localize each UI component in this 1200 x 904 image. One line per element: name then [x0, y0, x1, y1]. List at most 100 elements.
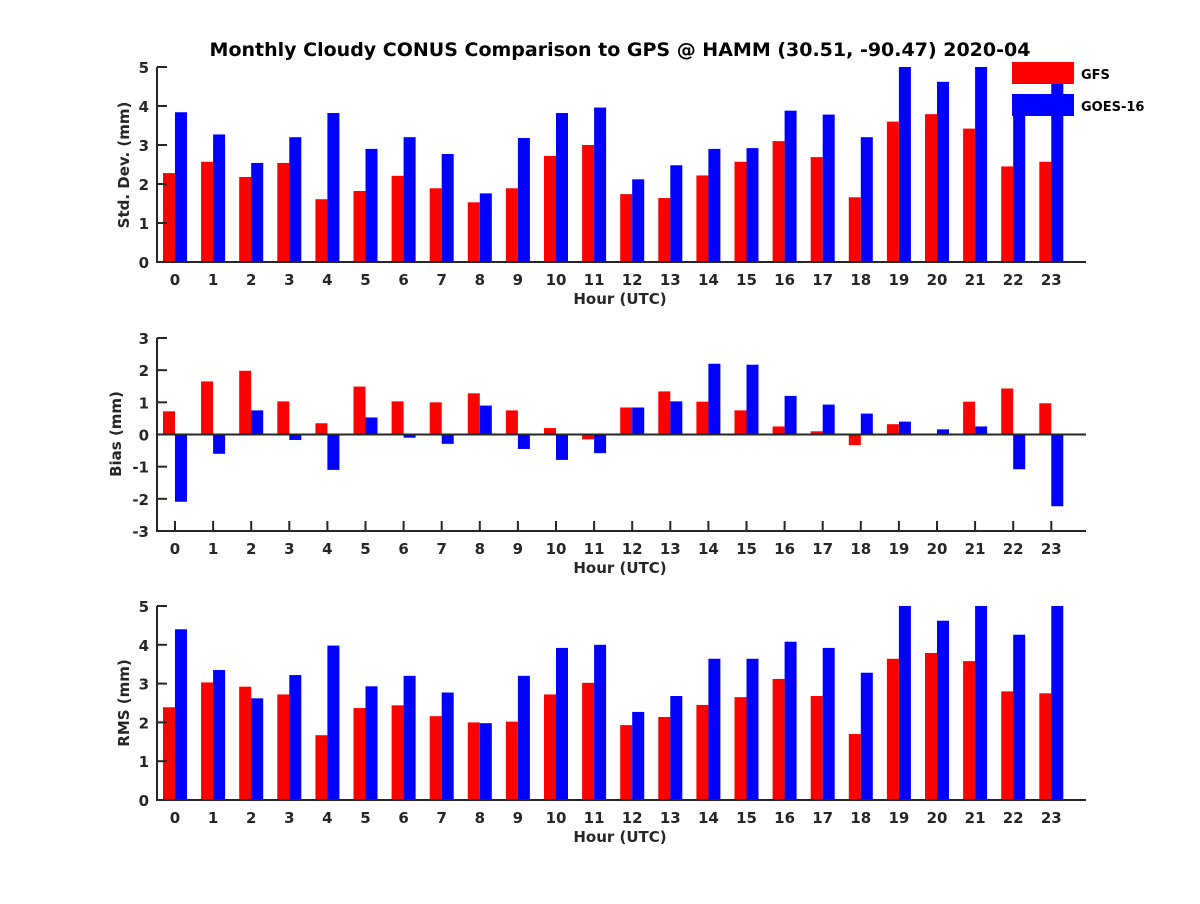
rms-bar-gfs-19	[886, 658, 899, 800]
std-dev-bar-gfs-8	[467, 202, 480, 262]
std-dev-x-tick-label: 19	[888, 271, 909, 289]
rms-bar-goes16-19	[898, 606, 911, 800]
rms-x-label: Hour (UTC)	[573, 828, 666, 846]
bias-bar-gfs-14	[696, 401, 709, 435]
bias-bar-goes16-18	[860, 413, 873, 435]
rms-bar-gfs-18	[848, 734, 861, 800]
rms-bar-goes16-21	[975, 606, 988, 800]
std-dev-bar-goes16-7	[441, 153, 454, 262]
rms-bar-goes16-0	[175, 629, 187, 800]
std-dev-x-tick-label: 16	[774, 271, 795, 289]
std-dev-bar-gfs-7	[429, 188, 442, 262]
rms-bar-goes16-5	[365, 686, 378, 800]
bias-y-tick-label: -3	[132, 523, 149, 541]
std-dev-bar-gfs-16	[772, 141, 785, 262]
bias-bar-goes16-8	[479, 405, 492, 435]
std-dev-bar-gfs-2	[239, 176, 252, 262]
rms-y-tick-label: 5	[139, 598, 149, 616]
bias-bar-gfs-17	[810, 431, 823, 435]
rms-bar-gfs-6	[391, 705, 404, 800]
std-dev-bar-gfs-19	[886, 121, 899, 262]
bias-bar-goes16-1	[213, 434, 226, 454]
std-dev-x-tick-label: 3	[284, 271, 294, 289]
bias-x-tick-label: 7	[436, 540, 446, 558]
std-dev-x-tick-label: 17	[812, 271, 833, 289]
std-dev-bar-gfs-20	[925, 114, 937, 262]
bias-bar-gfs-16	[772, 426, 785, 435]
bias-y-tick-label: 2	[139, 362, 149, 380]
bias-x-tick-label: 17	[812, 540, 833, 558]
std-dev-bar-gfs-13	[658, 198, 671, 262]
bias-bar-gfs-23	[1039, 403, 1052, 435]
bias-bar-gfs-11	[582, 434, 595, 440]
bias-x-tick-label: 14	[698, 540, 719, 558]
bias-x-tick-label: 10	[546, 540, 567, 558]
std-dev-bar-goes16-17	[822, 114, 835, 262]
std-dev-bar-gfs-0	[163, 173, 175, 262]
bias-x-tick-label: 19	[888, 540, 909, 558]
std-dev-y-tick-label: 0	[139, 254, 149, 272]
rms-x-tick-label: 3	[284, 809, 294, 827]
std-dev-bar-gfs-14	[696, 175, 709, 262]
std-dev-bar-gfs-1	[201, 161, 214, 262]
rms-bar-gfs-21	[963, 661, 976, 800]
std-dev-y-tick-label: 2	[139, 176, 149, 194]
std-dev-x-tick-label: 11	[584, 271, 605, 289]
bias-x-tick-label: 21	[965, 540, 986, 558]
std-dev-bar-gfs-4	[315, 199, 328, 262]
rms-bar-goes16-7	[441, 692, 454, 800]
rms-bar-goes16-22	[1013, 634, 1026, 800]
bias-y-tick-label: -2	[132, 491, 149, 509]
rms-bar-goes16-1	[213, 670, 226, 800]
bias-bar-goes16-9	[517, 434, 530, 449]
std-dev-y-label: Std. Dev. (mm)	[115, 102, 133, 229]
std-dev-bar-gfs-15	[734, 161, 747, 262]
bias-x-tick-label: 8	[475, 540, 485, 558]
bias-bar-goes16-2	[251, 410, 264, 435]
std-dev-bar-gfs-21	[963, 128, 976, 262]
rms-x-tick-label: 10	[546, 809, 567, 827]
bias-x-tick-label: 11	[584, 540, 605, 558]
bias-x-tick-label: 12	[622, 540, 643, 558]
std-dev-x-tick-label: 18	[850, 271, 871, 289]
rms-bar-goes16-15	[746, 658, 759, 800]
bias-bar-goes16-14	[708, 363, 721, 435]
std-dev-bar-gfs-22	[1001, 166, 1014, 262]
std-dev-bar-gfs-12	[620, 194, 633, 262]
rms-y-tick-label: 3	[139, 676, 149, 694]
bias-bar-goes16-23	[1051, 434, 1064, 507]
bias-bar-goes16-20	[937, 429, 949, 435]
std-dev-bar-goes16-18	[860, 137, 873, 262]
legend-label-goes16: GOES-16	[1081, 100, 1144, 115]
rms-x-tick-label: 11	[584, 809, 605, 827]
rms-x-tick-label: 19	[888, 809, 909, 827]
bias-y-tick-label: 0	[139, 427, 149, 445]
rms-x-tick-label: 0	[170, 809, 180, 827]
rms-bar-gfs-2	[239, 686, 252, 800]
rms-bar-goes16-12	[632, 711, 645, 800]
rms-x-tick-label: 16	[774, 809, 795, 827]
bias-bar-gfs-6	[391, 401, 404, 435]
bias-bar-goes16-7	[441, 434, 454, 444]
bias-x-tick-label: 5	[360, 540, 370, 558]
std-dev-bar-gfs-18	[848, 197, 861, 262]
std-dev-bar-goes16-4	[327, 113, 340, 263]
bias-bars	[163, 363, 1064, 507]
rms-bar-goes16-3	[289, 675, 302, 800]
std-dev-bar-goes16-1	[213, 134, 226, 262]
bias-bar-gfs-4	[315, 423, 328, 435]
bias-x-tick-label: 18	[850, 540, 871, 558]
std-dev-bars	[163, 67, 1064, 263]
bias-x-tick-label: 15	[736, 540, 757, 558]
bias-bar-gfs-5	[353, 386, 366, 435]
std-dev-x-tick-label: 7	[436, 271, 446, 289]
std-dev-bar-gfs-6	[391, 175, 404, 262]
rms-x-tick-label: 20	[927, 809, 948, 827]
rms-y-tick-label: 2	[139, 714, 149, 732]
bias-y-tick-label: 3	[139, 330, 149, 348]
bias-x-tick-label: 9	[513, 540, 523, 558]
bias-x-tick-label: 4	[322, 540, 332, 558]
